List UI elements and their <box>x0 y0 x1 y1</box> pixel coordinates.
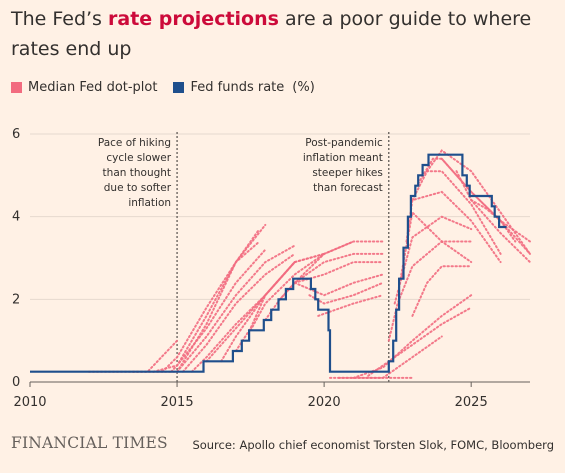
dotplot-path-17 <box>317 294 384 317</box>
source-note: Source: Apollo chief economist Torsten S… <box>192 438 554 452</box>
x-tick-label-2020: 2020 <box>308 395 341 410</box>
dotplot-path-31 <box>470 199 531 255</box>
dotplot-path-22 <box>387 240 473 342</box>
annotation-text-1-1: inflation meant <box>303 152 383 164</box>
dotplot-path-28 <box>426 149 531 255</box>
legend-unit: (%) <box>292 79 315 95</box>
dotplot-path-6 <box>181 252 296 373</box>
dotplot-path-19 <box>337 335 443 379</box>
ft-logo: FINANCIAL TIMES <box>11 434 168 452</box>
dotplot-path-15 <box>293 273 384 297</box>
legend-swatch-ffr <box>173 81 185 93</box>
x-tick-label-2025: 2025 <box>455 395 488 410</box>
annotations: Pace of hiking cycle slower than thought du… <box>98 132 390 382</box>
fed-funds-series-group <box>30 153 507 373</box>
annotation-text-0-3: due to softer <box>104 182 172 194</box>
dotplot-path-30 <box>455 170 531 264</box>
annotation-text-0-4: inflation <box>128 197 171 209</box>
dotplot-path-1 <box>131 223 267 373</box>
dotplot-path-20 <box>352 294 473 379</box>
legend-swatch-dotplot <box>11 81 22 93</box>
dotplot-series-group <box>87 149 531 379</box>
y-tick-label-2: 2 <box>12 292 20 307</box>
dotplot-path-23 <box>393 215 473 305</box>
legend-label-dotplot: Median Fed dot-plot <box>28 79 158 95</box>
dotplot-path-8 <box>205 261 296 363</box>
legend: Median Fed dot-plot Fed funds rate (%) <box>11 77 315 97</box>
legend-item-median-dotplot: Median Fed dot-plot <box>11 80 157 95</box>
title-highlight: rate projections <box>108 8 279 30</box>
annotation-text-1-0: Post-pandemic <box>305 137 383 149</box>
y-tick-label-0: 0 <box>12 375 20 390</box>
rate-chart: Pace of hiking cycle slower than thought du… <box>12 127 531 410</box>
dotplot-path-29 <box>440 157 531 243</box>
y-tick-label-6: 6 <box>12 127 20 142</box>
dotplot-path-13 <box>279 252 384 301</box>
y-tick-label-4: 4 <box>12 210 20 225</box>
annotation-text-0-1: cycle slower <box>106 152 171 164</box>
dotplot-path-5 <box>176 244 296 373</box>
legend-item-fed-funds-rate: Fed funds rate <box>173 80 284 95</box>
dotplot-path-2 <box>152 228 261 373</box>
dotplot-path-24 <box>399 210 473 280</box>
chart-title: The Fed’s rate projections are a poor gu… <box>11 4 559 64</box>
x-tick-label-2010: 2010 <box>13 395 46 410</box>
dotplot-path-21 <box>367 306 473 377</box>
fed-funds-rate-line <box>30 153 507 373</box>
annotation-text-0-0: Pace of hiking <box>98 137 171 149</box>
dotplot-path-4 <box>170 248 267 373</box>
dotplot-path-26 <box>411 170 502 255</box>
annotation-text-1-2: steeper hikes <box>312 167 383 179</box>
x-tick-label-2015: 2015 <box>161 395 194 410</box>
axes: 0 2 4 6 2010 2015 2020 2025 <box>12 127 530 410</box>
dotplot-path-10 <box>234 252 326 352</box>
title-prefix: The Fed’s <box>11 8 108 30</box>
title-suffix: are a poor guide to where rates end up <box>11 8 532 60</box>
annotation-text-0-2: than thought <box>103 167 172 179</box>
dotplot-path-3 <box>161 240 261 373</box>
annotation-text-1-3: than forecast <box>313 182 383 194</box>
dotplot-path-32 <box>411 265 473 317</box>
dotplot-path-25 <box>405 190 502 264</box>
dotplot-path-0 <box>87 339 179 373</box>
legend-label-ffr: Fed funds rate <box>190 79 285 95</box>
